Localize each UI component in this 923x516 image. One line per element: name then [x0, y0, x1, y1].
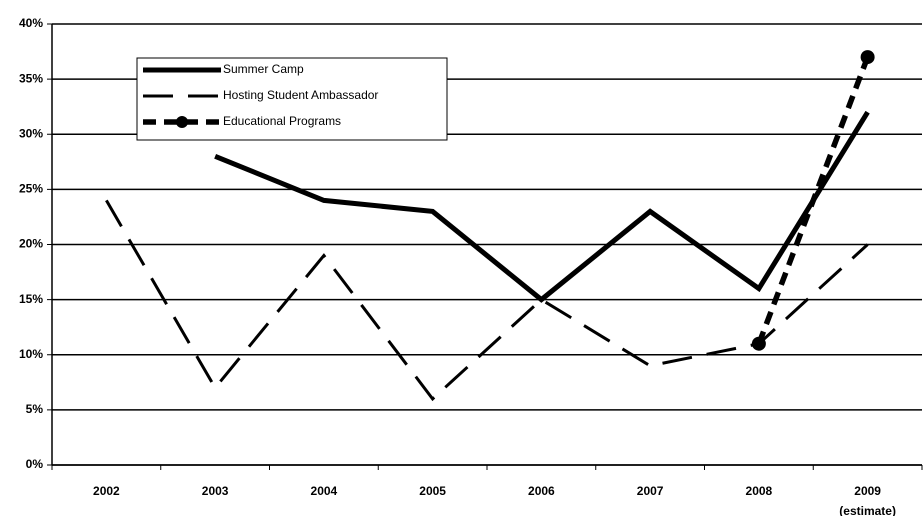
series-line: [756, 56, 871, 345]
y-tick-label: 40%: [19, 16, 43, 30]
y-tick-label: 35%: [19, 71, 43, 85]
data-point: [751, 336, 766, 351]
x-tick-label: 2004: [310, 484, 338, 498]
y-tick-label: 30%: [19, 126, 43, 140]
legend-marker: [176, 116, 188, 128]
legend-label: Educational Programs: [223, 114, 341, 128]
y-tick-label: 20%: [19, 237, 43, 251]
y-tick-label: 15%: [19, 292, 43, 306]
x-tick-label: 2002: [93, 484, 120, 498]
series-line: [105, 199, 869, 402]
legend-label: Hosting Student Ambassador: [223, 88, 378, 102]
x-tick-label: 2003: [201, 484, 229, 498]
y-tick-label: 25%: [19, 182, 43, 196]
x-tick-label: 2009 (estimate): [839, 484, 896, 516]
x-tick-label: 2005: [419, 484, 446, 498]
y-tick-label: 0%: [26, 457, 44, 471]
x-tick-label: 2008: [745, 484, 773, 498]
data-point: [860, 50, 875, 65]
series-line: [214, 110, 870, 303]
x-tick-label: 2007: [636, 484, 664, 498]
x-tick-label: 2006: [528, 484, 555, 498]
y-tick-label: 10%: [19, 347, 43, 361]
legend-label: Summer Camp: [223, 62, 304, 76]
y-tick-label: 5%: [26, 402, 44, 416]
